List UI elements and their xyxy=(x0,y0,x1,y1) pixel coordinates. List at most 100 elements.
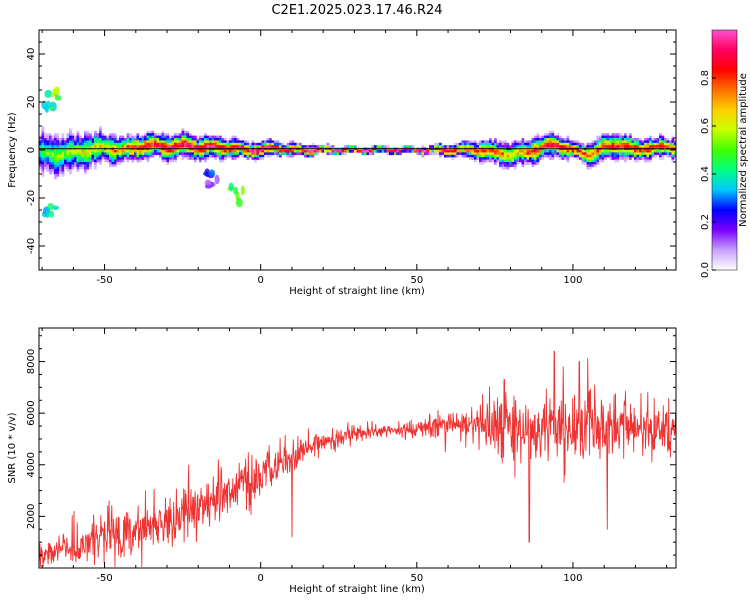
spectrogram-cell xyxy=(471,154,475,158)
spectrogram-cell xyxy=(371,152,375,156)
spectrogram-cell xyxy=(86,164,90,168)
spectrogram-cell xyxy=(104,159,107,163)
spectrogram-blob xyxy=(204,184,213,189)
spectrogram-cell xyxy=(54,157,57,160)
spectrogram-cell xyxy=(44,154,47,158)
spectrogram-cell xyxy=(259,150,262,153)
spectrogram-cell xyxy=(121,150,125,153)
spectrogram-cell xyxy=(604,150,607,153)
spectrogram-cell xyxy=(656,142,660,146)
spectrogram-cell xyxy=(496,157,500,160)
spectrogram-cell xyxy=(486,152,490,156)
spectrogram-cell xyxy=(199,135,202,139)
spectrogram-cell xyxy=(234,150,237,153)
spectrogram-cell xyxy=(514,159,517,163)
spectrogram-blob xyxy=(50,92,56,98)
spectrogram-cell xyxy=(231,138,235,141)
spectrogram-cell xyxy=(89,164,92,168)
spectrogram-cell xyxy=(631,145,635,148)
spectrogram-cell xyxy=(216,145,220,148)
spectrogram-cell xyxy=(204,159,207,163)
spectrogram-cell xyxy=(221,138,225,141)
spectrogram-cell xyxy=(179,138,182,141)
spectrogram-cell xyxy=(529,159,532,163)
spectrogram-cell xyxy=(186,130,190,134)
spectrogram-cell xyxy=(269,152,272,156)
spectrogram-cell xyxy=(99,159,102,163)
spectrogram-cell xyxy=(214,140,217,144)
spectrogram-cell xyxy=(69,152,72,156)
spectrogram-cell xyxy=(296,142,300,146)
spectrogram-cell xyxy=(231,157,235,160)
spectrogram-cell xyxy=(141,140,145,144)
spectrogram-cell xyxy=(276,140,280,144)
spectrogram-cell xyxy=(554,150,557,153)
spectrogram-cell xyxy=(514,166,517,170)
spectrogram-cell xyxy=(96,138,100,141)
spectrogram-cell xyxy=(216,150,220,153)
spectrogram-cell xyxy=(431,145,435,148)
spectrogram-cell xyxy=(384,145,387,148)
spectrogram-cell xyxy=(156,133,160,136)
spectrogram-cell xyxy=(429,145,432,148)
spectrogram-cell xyxy=(374,150,377,153)
spectrogram-cell xyxy=(409,150,412,153)
spectrogram-cell xyxy=(46,169,50,172)
spectrogram-cell xyxy=(609,145,612,148)
spectrogram-cell xyxy=(181,133,185,136)
spectrogram-cell xyxy=(64,154,67,158)
spectrogram-cell xyxy=(121,154,125,158)
spectrogram-cell xyxy=(521,138,525,141)
spectrogram-cell xyxy=(581,162,585,165)
spectrogram-cell xyxy=(111,140,115,144)
spectrogram-cell xyxy=(61,164,65,168)
spectrogram-cell xyxy=(614,135,617,139)
spectrogram-cell xyxy=(79,145,82,148)
spectrogram-cell xyxy=(346,150,350,153)
spectrogram-cell xyxy=(74,159,77,163)
spectrogram-cell xyxy=(49,159,52,163)
spectrogram-cell xyxy=(516,150,520,153)
spectrogram-cell xyxy=(161,135,165,139)
spectrogram-cell xyxy=(516,142,520,146)
spectrogram-cell xyxy=(216,154,220,158)
spectrogram-cell xyxy=(144,145,147,148)
spectrogram-cell xyxy=(506,162,510,165)
spectrogram-cell xyxy=(229,152,232,156)
spectrogram-cell xyxy=(594,142,597,146)
spectrogram-cell xyxy=(79,140,82,144)
spectrogram-cell xyxy=(116,138,120,141)
spectrogram-cell xyxy=(464,140,467,144)
spectrogram-cell xyxy=(69,142,72,146)
spectrogram-cell xyxy=(161,140,165,144)
spectrogram-cell xyxy=(59,169,62,172)
colorbar-gradient xyxy=(712,30,737,270)
spectrogram-cell xyxy=(649,154,652,158)
spectrogram-cell xyxy=(351,150,355,153)
spectrogram-cell xyxy=(76,162,80,165)
spectrogram-cell xyxy=(661,154,665,158)
spectrogram-cell xyxy=(269,140,272,144)
spectrogram-cell xyxy=(489,142,492,146)
spectrogram-cell xyxy=(286,152,290,156)
spectrogram-cell xyxy=(41,145,45,148)
spectrogram-cell xyxy=(514,157,517,160)
spectrogram-cell xyxy=(526,140,530,144)
spectrogram-cell xyxy=(144,133,147,136)
spectrogram-cell xyxy=(494,138,497,141)
spectrogram-cell xyxy=(94,150,97,153)
spectrogram-cell xyxy=(39,150,42,153)
spectrogram-cell xyxy=(231,154,235,158)
spectrogram-cell xyxy=(124,154,127,158)
spectrogram-cell xyxy=(71,142,75,146)
spectrogram-cell xyxy=(491,142,495,146)
spectrogram-cell xyxy=(114,142,117,146)
spectrogram-cell xyxy=(189,142,192,146)
spectrogram-cell xyxy=(639,138,642,141)
spectrogram-cell xyxy=(519,142,522,146)
spectrogram-cell xyxy=(79,152,82,156)
spectrogram-cell xyxy=(94,135,97,139)
spectrogram-cell xyxy=(596,138,600,141)
spectrogram-cell xyxy=(299,145,302,148)
